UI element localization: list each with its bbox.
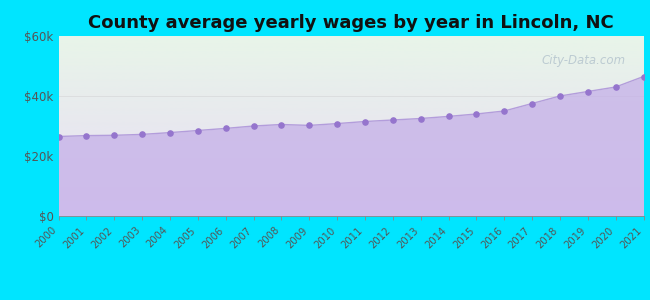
Point <box>192 128 203 133</box>
Point <box>81 133 92 138</box>
Point <box>638 74 649 79</box>
Title: County average yearly wages by year in Lincoln, NC: County average yearly wages by year in L… <box>88 14 614 32</box>
Point <box>53 134 64 139</box>
Point <box>276 122 287 127</box>
Point <box>387 118 398 122</box>
Point <box>304 123 315 128</box>
Point <box>554 94 565 98</box>
Point <box>415 116 426 121</box>
Point <box>332 121 343 126</box>
Point <box>109 133 120 138</box>
Point <box>137 132 148 137</box>
Text: City-Data.com: City-Data.com <box>542 54 626 67</box>
Point <box>220 126 231 131</box>
Point <box>248 124 259 128</box>
Point <box>359 119 370 124</box>
Point <box>610 85 621 89</box>
Point <box>443 114 454 119</box>
Point <box>471 112 482 116</box>
Point <box>164 130 175 135</box>
Point <box>499 109 510 113</box>
Point <box>527 101 538 106</box>
Point <box>582 89 593 94</box>
